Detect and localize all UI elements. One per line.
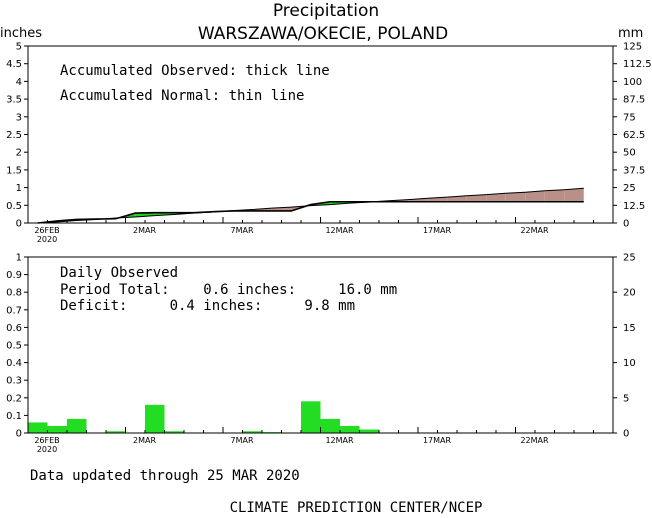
normal-legend-text: Accumulated Normal: thin line <box>60 88 304 104</box>
bottom-right-tick-label: 5 <box>623 393 629 404</box>
bottom-left-tick-label: 1 <box>16 253 22 264</box>
accumulated-panel: 00.511.522.533.544.55012.52537.55062.575… <box>6 42 652 245</box>
daily-bar <box>340 425 360 433</box>
bottom-left-tick-label: 0.8 <box>6 288 22 299</box>
top-right-tick-label: 0 <box>623 219 629 230</box>
daily-bar <box>47 425 67 433</box>
period-total-text: Period Total: 0.6 inches: 16.0 mm <box>60 282 397 298</box>
daily-bar <box>145 404 165 433</box>
chart-title: Precipitation <box>273 1 379 21</box>
daily-bar <box>359 429 379 433</box>
top-date-label: 7MAR <box>230 226 253 235</box>
top-right-tick-label: 100 <box>623 77 642 88</box>
top-right-tick-label: 37.5 <box>623 165 645 176</box>
bottom-right-tick-label: 15 <box>623 323 636 334</box>
top-date-label: 17MAR <box>423 226 452 235</box>
daily-bar <box>67 418 87 433</box>
station-name: WARSZAWA/OKECIE, POLAND <box>198 24 448 44</box>
credit-text: CLIMATE PREDICTION CENTER/NCEP <box>230 500 483 516</box>
bottom-date-label: 17MAR <box>423 436 452 445</box>
top-right-tick-label: 62.5 <box>623 130 645 141</box>
top-left-tick-label: 0 <box>16 219 22 230</box>
deficit-area <box>564 188 584 202</box>
bottom-left-tick-label: 0.4 <box>6 358 22 369</box>
top-left-tick-label: 4.5 <box>6 59 22 70</box>
top-right-tick-label: 125 <box>623 42 642 53</box>
bottom-date-label: 7MAR <box>230 436 253 445</box>
daily-bar <box>28 422 48 433</box>
daily-bar <box>320 418 340 433</box>
right-unit-label: mm <box>618 26 643 41</box>
observed-accumulation-line <box>37 200 584 224</box>
data-updated-text: Data updated through 25 MAR 2020 <box>30 468 300 484</box>
top-right-tick-label: 50 <box>623 148 636 159</box>
top-right-tick-label: 75 <box>623 112 636 123</box>
bottom-date-label: 12MAR <box>325 436 354 445</box>
top-right-tick-label: 87.5 <box>623 95 645 106</box>
top-left-tick-label: 4 <box>16 77 22 88</box>
bottom-date-label: 22MAR <box>520 436 549 445</box>
bottom-left-tick-label: 0.6 <box>6 323 22 334</box>
bottom-left-tick-label: 0.7 <box>6 305 22 316</box>
top-right-tick-label: 112.5 <box>623 59 652 70</box>
bottom-left-tick-label: 0.3 <box>6 376 22 387</box>
top-date-label: 22MAR <box>520 226 549 235</box>
top-left-tick-label: 2 <box>16 148 22 159</box>
bottom-left-tick-label: 0 <box>16 429 22 440</box>
bottom-right-tick-label: 20 <box>623 288 636 299</box>
top-left-tick-label: 5 <box>16 42 22 53</box>
top-right-tick-label: 12.5 <box>623 201 645 212</box>
left-unit-label: inches <box>0 26 42 41</box>
deficit-area <box>466 194 487 202</box>
top-date-label: 26FEB <box>34 226 59 235</box>
normal-accumulation-line <box>37 187 584 224</box>
deficit-area <box>408 198 428 202</box>
bottom-date-label: 26FEB <box>34 436 59 445</box>
bottom-left-tick-label: 0.9 <box>6 270 22 281</box>
daily-observed-label: Daily Observed <box>60 265 178 281</box>
deficit-area <box>525 190 545 202</box>
bottom-date-label: 2MAR <box>133 436 156 445</box>
bottom-left-tick-label: 0.5 <box>6 341 22 352</box>
top-date-label: 12MAR <box>325 226 354 235</box>
top-left-tick-label: 1 <box>16 183 22 194</box>
deficit-area <box>505 192 526 202</box>
top-right-tick-label: 25 <box>623 183 636 194</box>
deficit-area <box>544 189 565 202</box>
bottom-year-label: 2020 <box>37 445 57 454</box>
top-date-label: 2MAR <box>133 226 156 235</box>
bottom-left-tick-label: 0.1 <box>6 411 22 422</box>
deficit-text: Deficit: 0.4 inches: 9.8 mm <box>60 298 355 314</box>
daily-bar <box>164 431 184 433</box>
daily-bar <box>301 401 321 433</box>
bottom-right-tick-label: 0 <box>623 429 629 440</box>
top-left-tick-label: 3 <box>16 112 22 123</box>
bottom-right-tick-label: 25 <box>623 253 636 264</box>
top-left-tick-label: 3.5 <box>6 95 22 106</box>
observed-legend-text: Accumulated Observed: thick line <box>60 63 330 79</box>
daily-panel: 00.10.20.30.40.50.60.70.80.9105101520252… <box>6 253 636 455</box>
top-left-tick-label: 0.5 <box>6 201 22 212</box>
bottom-left-tick-label: 0.2 <box>6 393 22 404</box>
top-left-tick-label: 2.5 <box>6 130 22 141</box>
top-year-label: 2020 <box>37 235 57 244</box>
daily-bar <box>106 431 126 433</box>
deficit-area <box>486 193 506 202</box>
top-left-tick-label: 1.5 <box>6 165 22 176</box>
daily-bar <box>242 431 262 433</box>
bottom-right-tick-label: 10 <box>623 358 636 369</box>
